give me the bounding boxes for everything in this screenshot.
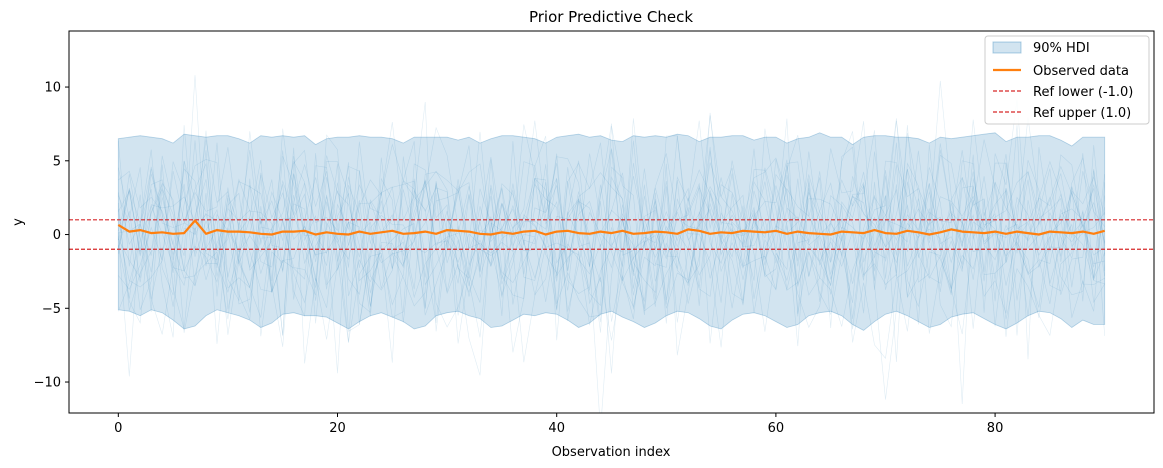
prior-draw-line [118,123,1105,344]
legend-box [984,35,1150,125]
prior-draw-line [118,120,1105,344]
prior-draw-line [118,75,1105,316]
prior-draw-line [118,99,1105,347]
prior-draw-line [118,120,1105,363]
prior-draw-line [118,119,1105,329]
legend-ref-upper-label: Ref upper (1.0) [1033,106,1131,121]
x-axis: 0 20 40 60 80 [114,413,1003,436]
x-axis-label: Observation index [552,445,671,460]
x-tick-label: 60 [768,421,785,436]
legend-hdi-label: 90% HDI [1033,41,1090,56]
prior-draw-line [118,130,1105,343]
y-axis-label: y [11,218,26,226]
x-tick-label: 20 [329,421,346,436]
prior-draw-line [118,118,1105,374]
plot-area [69,75,1154,413]
chart-title: Prior Predictive Check [529,8,693,26]
prior-draw-line [118,142,1105,337]
x-tick-label: 80 [987,421,1004,436]
x-tick-label: 40 [548,421,565,436]
observed-data-line [117,219,1105,236]
prior-draw-line [118,139,1105,337]
y-tick-label: 5 [53,154,61,169]
prior-draw-line [118,112,1105,336]
legend-hdi-swatch [992,41,1022,54]
y-tick-label: 10 [44,81,61,96]
prior-draw-line [118,115,1105,364]
y-tick-label: 0 [53,228,61,243]
legend-ref-lower-label: Ref lower (-1.0) [1033,85,1133,100]
prior-draw-line [118,80,1105,413]
legend: 90% HDI Observed data Ref lower (-1.0) R… [984,35,1150,125]
prior-draw-line [118,128,1105,347]
prior-draw-line [118,118,1105,377]
x-tick-label: 0 [114,421,122,436]
prior-draw-line [118,126,1105,330]
legend-observed-label: Observed data [1033,64,1129,79]
hdi-band [117,132,1106,331]
plot-frame [68,30,1155,414]
y-tick-label: −10 [34,376,61,391]
y-axis: −10 −5 0 5 10 [34,81,69,391]
y-tick-label: −5 [42,302,61,317]
